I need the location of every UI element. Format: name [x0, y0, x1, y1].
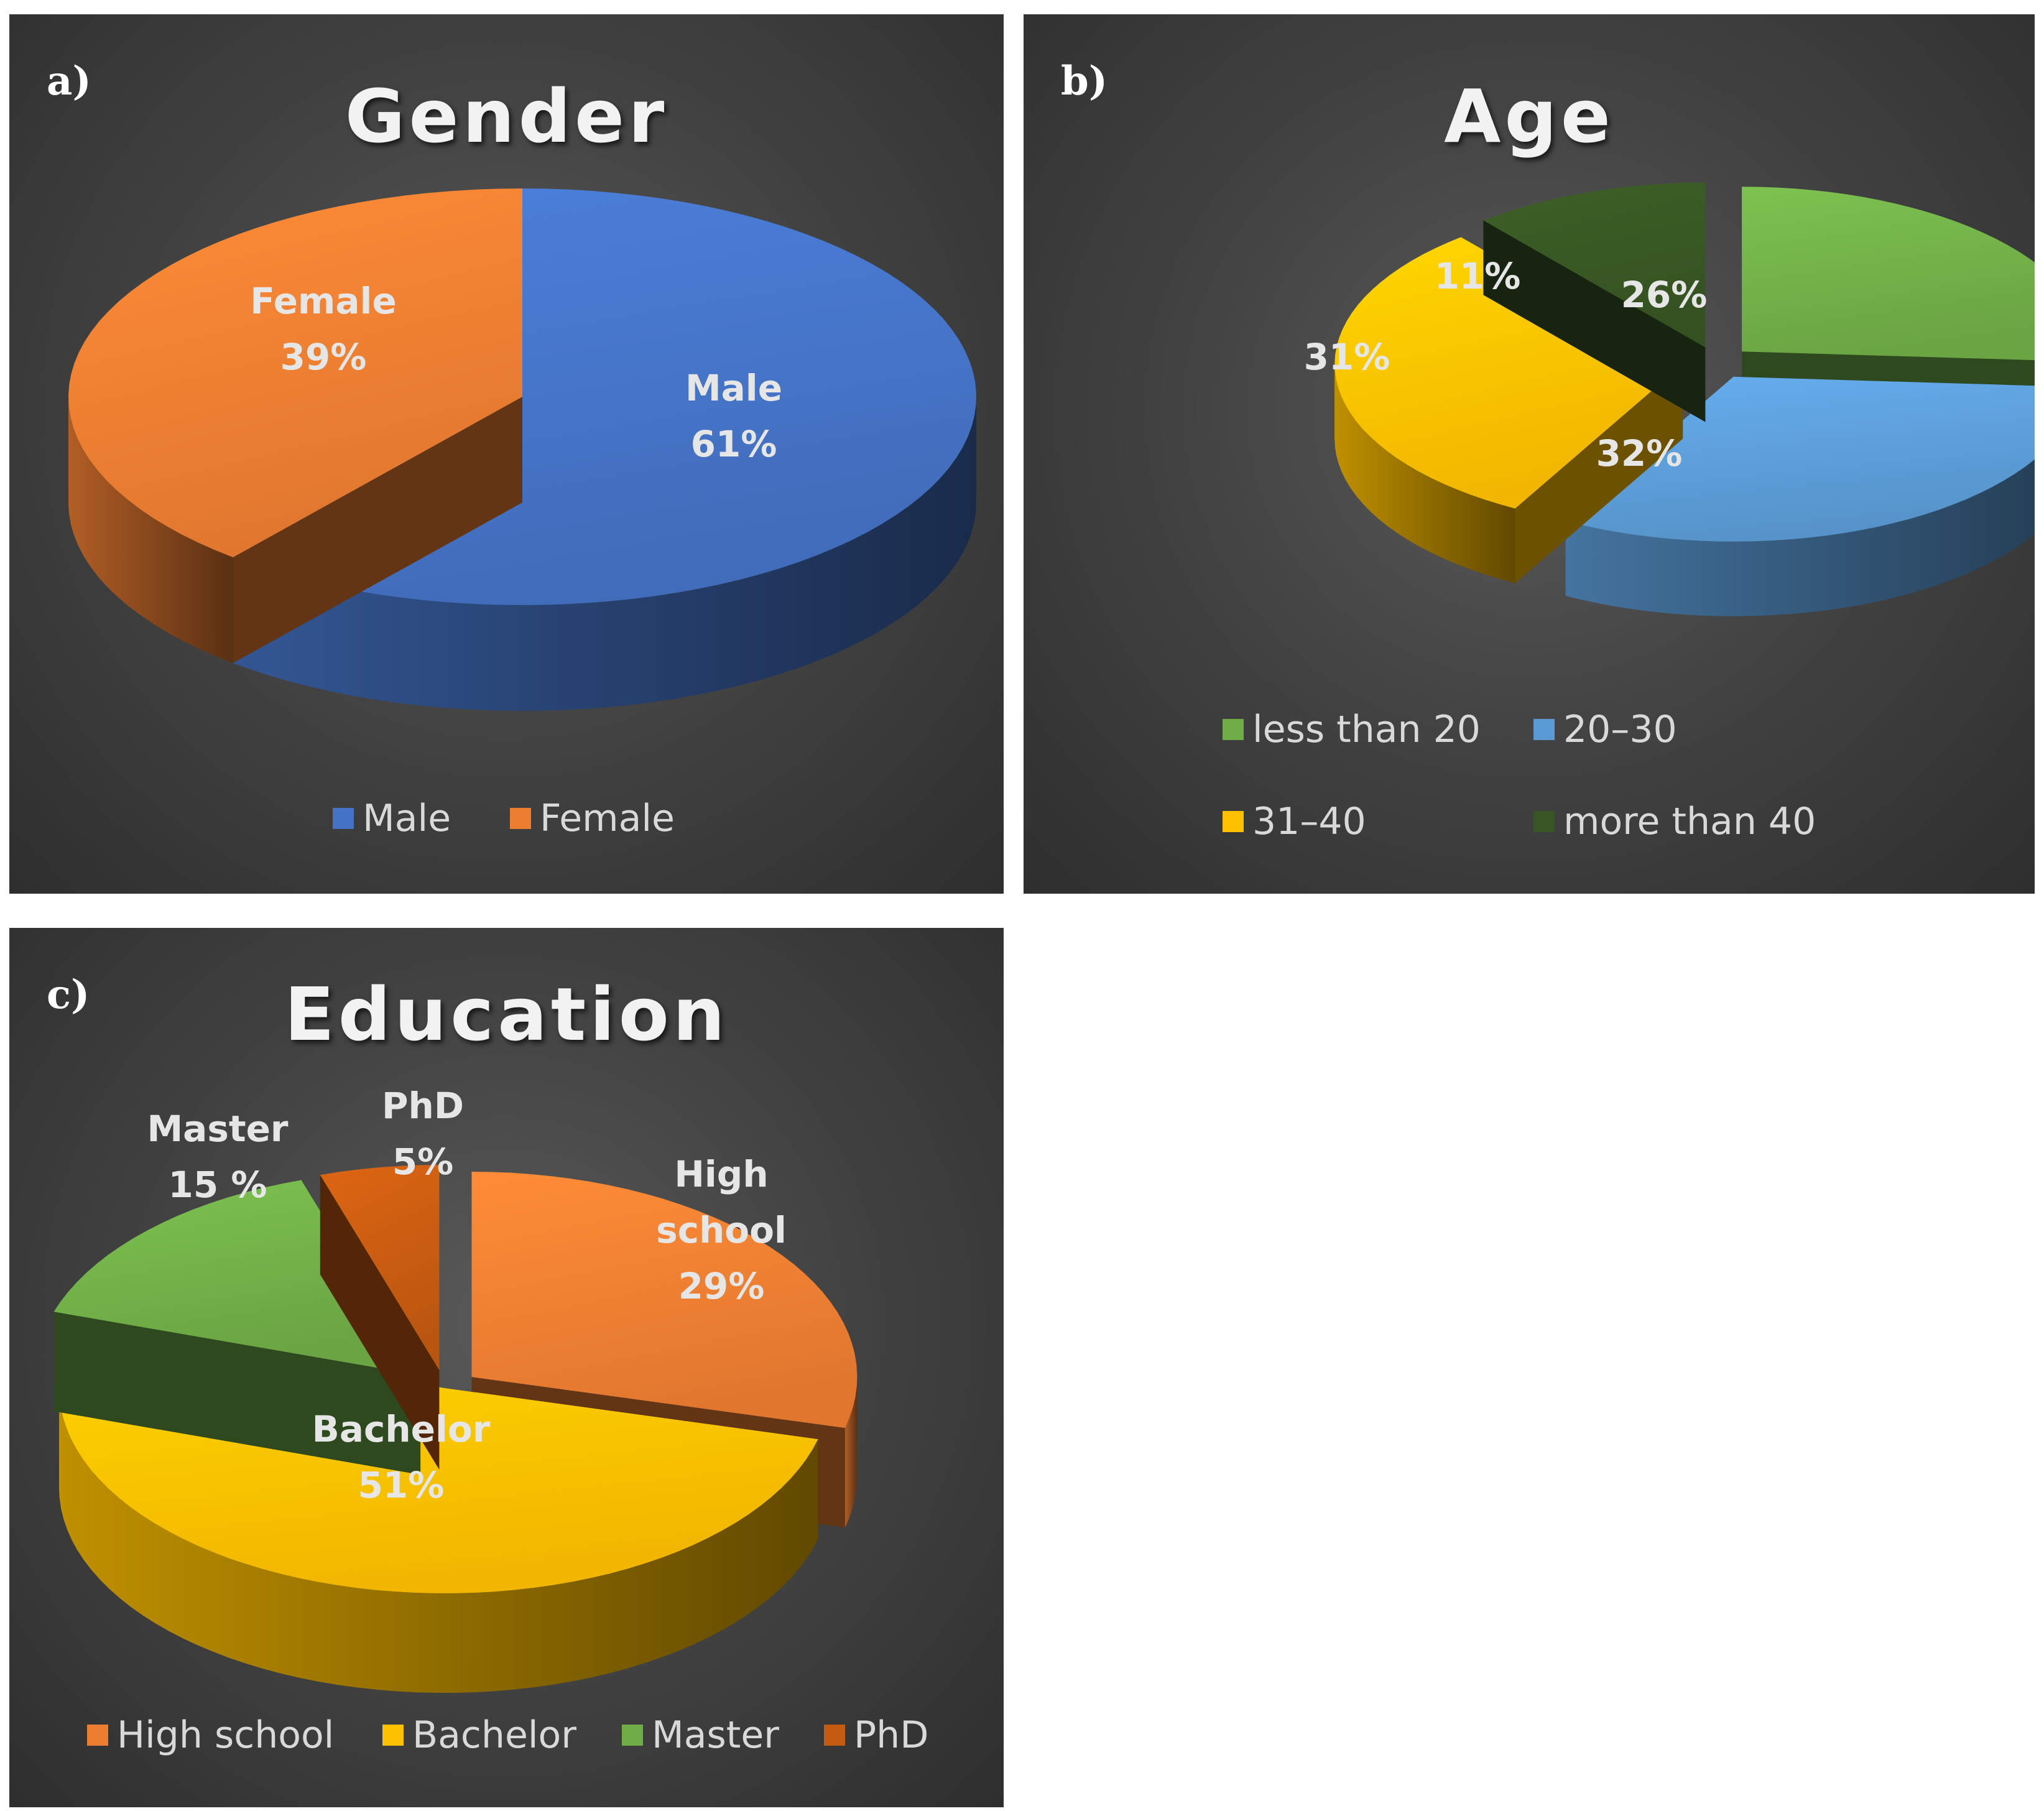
panel-letter: c) — [47, 971, 90, 1018]
legend-label: more than 40 — [1563, 800, 1816, 843]
data-label: 29% — [678, 1265, 765, 1307]
legend-item: 20–30 — [1533, 708, 1677, 751]
pie-chart: High school 29% Bachelor 51% Master 15 % PhD 5% — [53, 1085, 858, 1693]
legend-label: Master — [652, 1713, 779, 1757]
legend-item: Female — [510, 797, 675, 840]
legend-item: Master — [622, 1713, 779, 1757]
legend-label: High school — [117, 1713, 335, 1757]
legend-swatch — [1533, 719, 1555, 740]
panel-letter: b) — [1061, 58, 1108, 104]
legend-swatch — [1223, 719, 1244, 740]
data-label: Master — [147, 1108, 288, 1150]
legend-item: 31–40 — [1223, 800, 1366, 843]
legend-swatch — [1223, 811, 1244, 832]
slice-top — [68, 188, 522, 558]
slice-top — [1565, 376, 2035, 542]
data-label: 32% — [1596, 432, 1683, 475]
slice-wall — [59, 1388, 818, 1693]
chart-title: Education — [284, 971, 729, 1057]
data-label: 15 % — [168, 1164, 267, 1206]
data-label: 51% — [358, 1464, 445, 1506]
data-label: High — [674, 1153, 768, 1195]
pie-chart: Male 61% Female 39% — [68, 188, 977, 711]
data-label: Male — [685, 367, 782, 409]
data-label: 5% — [392, 1141, 453, 1183]
legend-label: Male — [363, 797, 451, 840]
legend-item: PhD — [824, 1713, 928, 1757]
panel-letter: a) — [47, 58, 91, 104]
pie-slice — [1483, 182, 1706, 422]
chart-title: Gender — [345, 73, 668, 159]
legend-item: more than 40 — [1533, 800, 1816, 843]
chart-title: Age — [1444, 73, 1614, 159]
legend-swatch — [824, 1725, 845, 1746]
age-chart-panel: b) Age 26% 32% 31% 11% less than 20 20–30 31–… — [1024, 14, 2035, 894]
legend-label: less than 20 — [1252, 708, 1481, 751]
education-chart-panel: c) Education High school 29% Bachelor 51% Mas… — [9, 928, 1004, 1807]
gender-chart-panel: a) Gender Male 61% Female 39% Male Female — [9, 14, 1004, 894]
slice-side — [233, 397, 522, 664]
legend-label: PhD — [854, 1713, 929, 1757]
data-label: 31% — [1304, 336, 1390, 378]
slice-side — [1483, 220, 1706, 422]
legend-label: Bachelor — [412, 1713, 576, 1757]
slice-wall — [1334, 364, 1515, 583]
slice-side — [1515, 364, 1683, 583]
slice-wall — [845, 1377, 858, 1528]
legend-swatch — [622, 1725, 643, 1746]
legend-item: Bachelor — [382, 1713, 576, 1757]
data-label: school — [656, 1209, 787, 1251]
slice-wall — [1565, 459, 2035, 616]
legend-item: High school — [87, 1713, 334, 1757]
pie-slice — [320, 1165, 440, 1470]
slice-wall — [68, 397, 233, 664]
data-label: 39% — [280, 336, 367, 378]
legend-item: Male — [333, 797, 451, 840]
legend-label: Female — [540, 797, 675, 840]
pie-slice — [68, 188, 522, 664]
legend-swatch — [333, 808, 354, 829]
data-label: Bachelor — [312, 1408, 491, 1450]
legend-swatch — [1533, 811, 1555, 832]
slice-side — [320, 1175, 440, 1470]
legend-swatch — [510, 808, 531, 829]
legend-swatch — [87, 1725, 108, 1746]
slice-wall — [233, 397, 977, 711]
pie-chart: 26% 32% 31% 11% — [1304, 182, 2035, 616]
data-label: 11% — [1435, 255, 1521, 297]
legend-label: 20–30 — [1563, 708, 1677, 751]
data-label: PhD — [382, 1085, 464, 1127]
slice-top — [1742, 187, 2035, 361]
legend-item: less than 20 — [1223, 708, 1481, 751]
data-label: 26% — [1621, 274, 1708, 316]
legend-swatch — [382, 1725, 404, 1746]
slice-top — [1334, 237, 1683, 509]
legend-label: 31–40 — [1252, 800, 1366, 843]
slice-side — [53, 1312, 421, 1475]
slice-top — [1483, 182, 1706, 348]
pie-slice — [1565, 376, 2035, 616]
data-label: 61% — [691, 423, 777, 465]
slice-top — [471, 1172, 858, 1429]
data-label: Female — [250, 280, 396, 322]
slice-top — [320, 1165, 440, 1371]
